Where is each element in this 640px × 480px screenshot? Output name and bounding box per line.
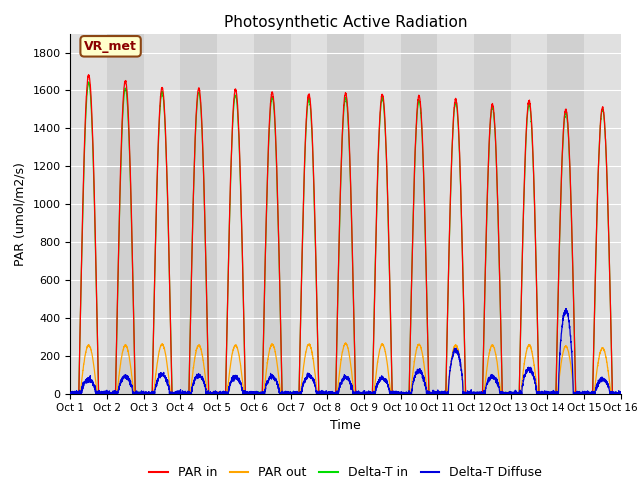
Text: VR_met: VR_met [84, 40, 137, 53]
Bar [547, 34, 584, 394]
Bar [401, 34, 437, 394]
Bar [107, 34, 144, 394]
Y-axis label: PAR (umol/m2/s): PAR (umol/m2/s) [14, 162, 27, 265]
Bar [70, 34, 107, 394]
Bar [144, 34, 180, 394]
Bar [291, 34, 327, 394]
Legend: PAR in, PAR out, Delta-T in, Delta-T Diffuse: PAR in, PAR out, Delta-T in, Delta-T Dif… [144, 461, 547, 480]
Bar [437, 34, 474, 394]
Bar [180, 34, 217, 394]
Bar [254, 34, 291, 394]
Bar [217, 34, 254, 394]
X-axis label: Time: Time [330, 419, 361, 432]
Title: Photosynthetic Active Radiation: Photosynthetic Active Radiation [224, 15, 467, 30]
Bar [364, 34, 401, 394]
Bar [584, 34, 621, 394]
Bar [474, 34, 511, 394]
Bar [327, 34, 364, 394]
Bar [511, 34, 547, 394]
